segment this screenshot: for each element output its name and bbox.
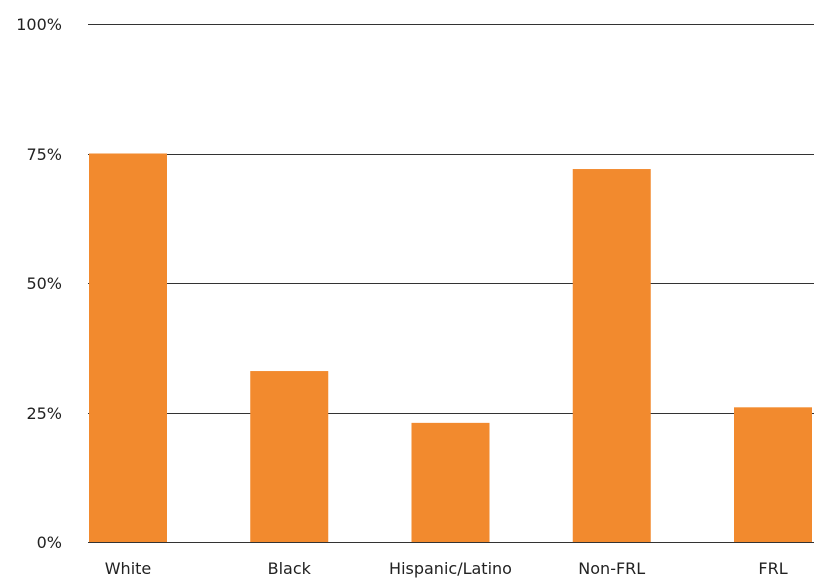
x-tick-label: FRL — [758, 559, 787, 578]
y-tick-label: 25% — [26, 404, 62, 423]
x-axis-category-labels: White Black Hispanic/Latino Non-FRL FRL — [105, 559, 788, 578]
y-tick-label: 100% — [16, 15, 62, 34]
bar-non-frl — [572, 169, 651, 543]
x-tick-label: Black — [268, 559, 312, 578]
bars — [89, 153, 812, 543]
y-tick-label: 50% — [26, 274, 62, 293]
bar-frl — [734, 407, 812, 542]
bar-black — [250, 371, 329, 542]
y-axis-tick-labels: 0% 25% 50% 75% 100% — [16, 15, 62, 552]
x-tick-label: Hispanic/Latino — [389, 559, 512, 578]
bar-hispanic-latino — [411, 422, 490, 542]
bar-white — [89, 153, 167, 542]
x-tick-label: Non-FRL — [578, 559, 645, 578]
y-tick-label: 0% — [37, 533, 62, 552]
gridlines — [88, 24, 814, 414]
y-tick-label: 75% — [26, 145, 62, 164]
x-tick-label: White — [105, 559, 152, 578]
